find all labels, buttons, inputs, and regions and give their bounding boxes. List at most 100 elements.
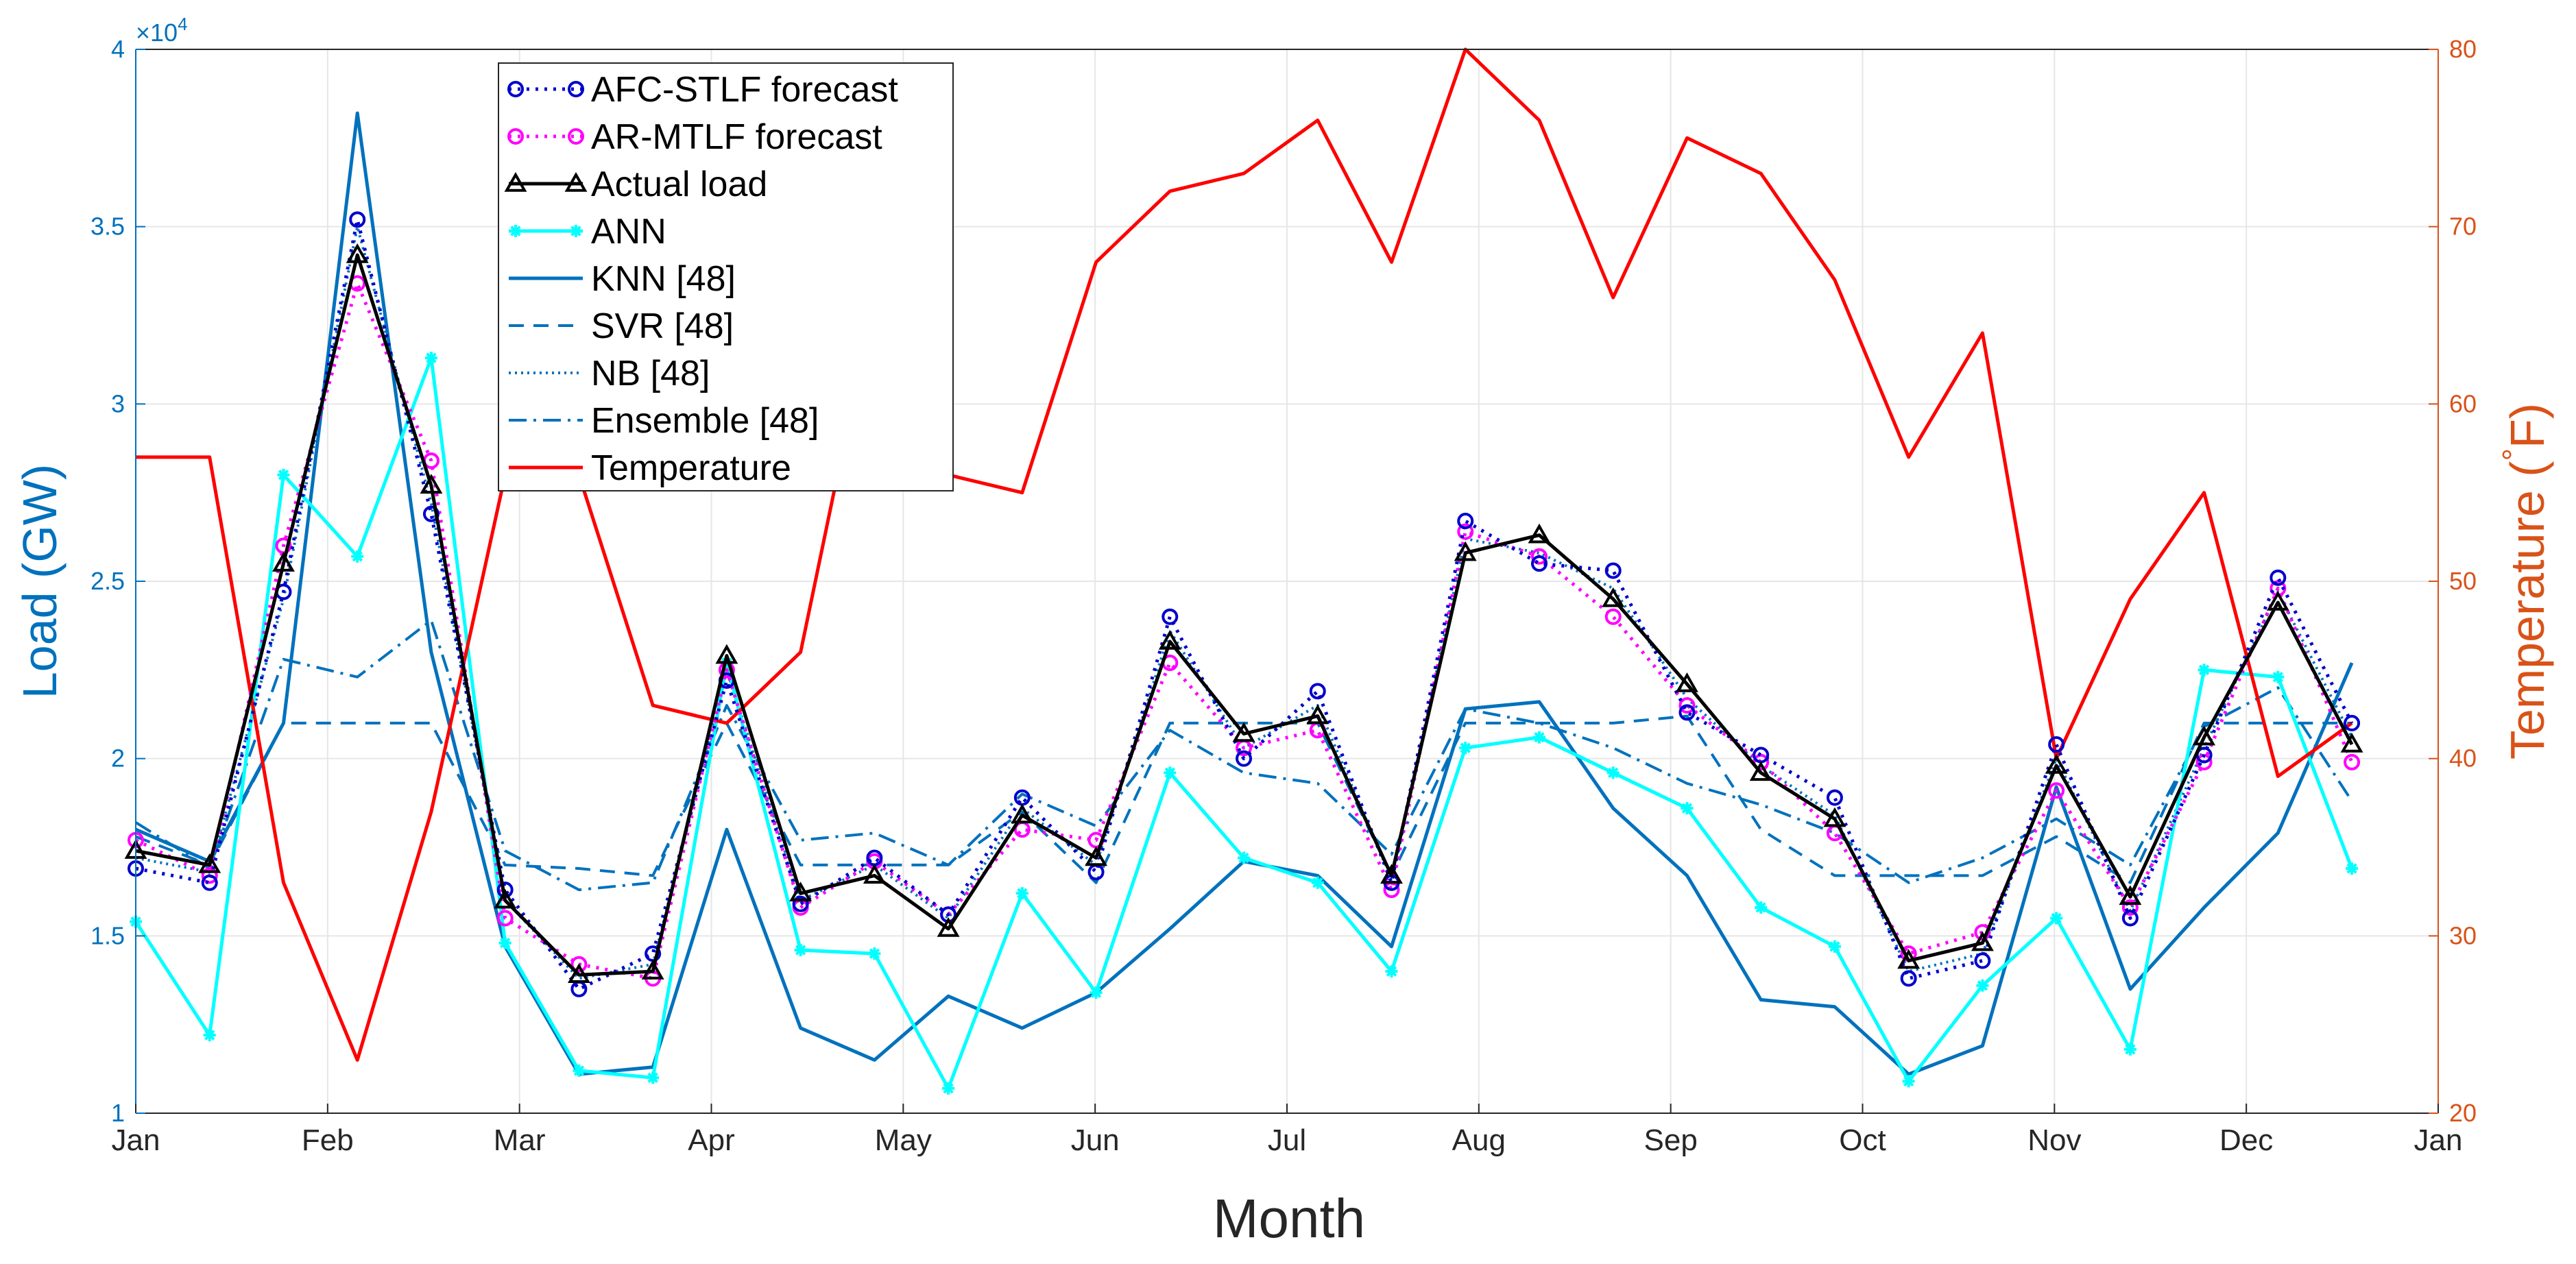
y-right-tick-label: 60 bbox=[2449, 389, 2477, 417]
marker-stroke bbox=[204, 1030, 215, 1041]
marker-stroke bbox=[1386, 966, 1397, 977]
legend-label: AFC-STLF forecast bbox=[591, 70, 898, 110]
y-left-tick-label: 1.5 bbox=[91, 921, 125, 949]
marker-stroke bbox=[2051, 912, 2062, 924]
marker-stroke bbox=[647, 1072, 658, 1083]
data-point-actual bbox=[1676, 672, 1698, 692]
series-line-actual bbox=[135, 253, 2354, 977]
marker-stroke bbox=[352, 551, 363, 562]
data-point-actual bbox=[1971, 931, 1994, 951]
y-left-tick-label: 3.5 bbox=[91, 212, 125, 241]
data-point-actual bbox=[1306, 704, 1329, 725]
data-point-ann bbox=[1755, 901, 1768, 914]
marker-stroke bbox=[1681, 803, 1693, 814]
data-point-actual bbox=[863, 864, 886, 884]
data-point-actual bbox=[641, 960, 664, 980]
data-point-afc bbox=[1604, 562, 1622, 579]
data-point-actual bbox=[1380, 864, 1403, 884]
data-point-ann bbox=[1090, 986, 1103, 999]
data-point-actual bbox=[1602, 587, 1625, 607]
data-point-actual bbox=[2193, 725, 2216, 746]
marker-stroke bbox=[2272, 671, 2284, 683]
data-point-actual bbox=[494, 888, 517, 909]
legend-marker bbox=[507, 128, 524, 145]
data-point-actual bbox=[1823, 807, 1846, 827]
data-point-ann bbox=[647, 1071, 660, 1084]
legend-label: KNN [48] bbox=[591, 259, 736, 299]
series-ens bbox=[134, 618, 2353, 892]
legend-label: Temperature bbox=[591, 448, 791, 488]
data-point-afc bbox=[1309, 683, 1326, 700]
data-point-actual bbox=[1897, 949, 1921, 969]
data-point-actual bbox=[198, 853, 221, 873]
data-point-actual bbox=[1528, 523, 1551, 544]
marker-stroke bbox=[1534, 731, 1545, 743]
marker-stroke bbox=[1977, 980, 1988, 991]
series-line-ens bbox=[134, 618, 2353, 892]
legend-marker bbox=[564, 171, 588, 192]
x-tick-label: Jan bbox=[2414, 1123, 2463, 1157]
data-point-actual bbox=[1085, 846, 1108, 866]
data-point-ar bbox=[2048, 782, 2065, 799]
data-point-actual bbox=[937, 916, 960, 937]
series-layer bbox=[124, 47, 2363, 1095]
legend: AFC-STLF forecast AR-MTLF forecast Actual … bbox=[498, 62, 954, 491]
series-actual bbox=[124, 243, 2363, 983]
data-point-actual bbox=[715, 644, 738, 664]
legend-item-knn: KNN [48] bbox=[509, 259, 736, 299]
marker-stroke bbox=[1829, 941, 1840, 952]
data-point-ann bbox=[351, 550, 364, 563]
legend-item-ens: Ensemble [48] bbox=[509, 401, 819, 441]
data-point-afc bbox=[201, 874, 218, 891]
x-tick-label: Oct bbox=[1839, 1123, 1886, 1157]
data-point-actual bbox=[2266, 591, 2289, 611]
data-point-afc bbox=[1900, 970, 1917, 987]
legend-item-ann: ANN bbox=[509, 212, 666, 252]
data-point-ann bbox=[1238, 851, 1251, 864]
legend-item-ar: AR-MTLF forecast bbox=[507, 117, 882, 157]
marker-stroke bbox=[2346, 863, 2357, 874]
data-point-ar bbox=[2344, 753, 2361, 770]
data-point-ann bbox=[1459, 742, 1472, 755]
marker-stroke bbox=[499, 937, 511, 949]
data-point-afc bbox=[1530, 555, 1548, 572]
legend-label: AR-MTLF forecast bbox=[591, 117, 882, 157]
x-tick-label: Aug bbox=[1452, 1123, 1506, 1157]
legend-marker bbox=[570, 225, 582, 237]
data-point-afc bbox=[1974, 952, 1991, 969]
data-point-ar bbox=[1604, 608, 1622, 625]
marker-stroke bbox=[570, 226, 581, 236]
marker-stroke bbox=[278, 470, 289, 481]
legend-item-afc: AFC-STLF forecast bbox=[507, 70, 898, 110]
x-tick-label: Jan bbox=[112, 1123, 160, 1157]
data-point-afc bbox=[422, 505, 440, 522]
y-right-tick-label: 80 bbox=[2449, 35, 2477, 63]
marker-stroke bbox=[1017, 888, 1028, 899]
legend-item-actual: Actual load bbox=[504, 165, 767, 204]
series-ann bbox=[130, 352, 2359, 1095]
data-point-ann bbox=[2346, 862, 2359, 875]
series-line-ar bbox=[134, 281, 2354, 980]
data-point-afc bbox=[2048, 736, 2065, 753]
data-point-actual bbox=[1232, 722, 1255, 742]
data-point-ar bbox=[496, 910, 514, 927]
x-tick-label: May bbox=[875, 1123, 932, 1157]
data-point-ann bbox=[1385, 965, 1398, 978]
legend-marker bbox=[509, 225, 522, 237]
data-point-ann bbox=[1902, 1075, 1915, 1088]
marker-stroke bbox=[426, 352, 437, 363]
x-tick-label: Feb bbox=[302, 1123, 354, 1157]
legend-marker bbox=[504, 171, 527, 192]
legend-label: ANN bbox=[591, 212, 666, 252]
data-point-ann bbox=[1164, 766, 1177, 779]
y-right-tick-label: 70 bbox=[2449, 212, 2477, 241]
y-right-tick-label: 50 bbox=[2449, 567, 2477, 595]
legend-label: Ensemble [48] bbox=[591, 401, 819, 441]
data-point-ann bbox=[2272, 670, 2285, 683]
data-point-ann bbox=[573, 1064, 586, 1077]
data-point-afc bbox=[2270, 569, 2287, 586]
data-point-actual bbox=[420, 474, 443, 494]
y-axis-right-title: Temperature (°F) bbox=[2496, 403, 2554, 759]
marker-stroke bbox=[1312, 877, 1323, 888]
marker-stroke bbox=[2125, 1044, 2136, 1055]
